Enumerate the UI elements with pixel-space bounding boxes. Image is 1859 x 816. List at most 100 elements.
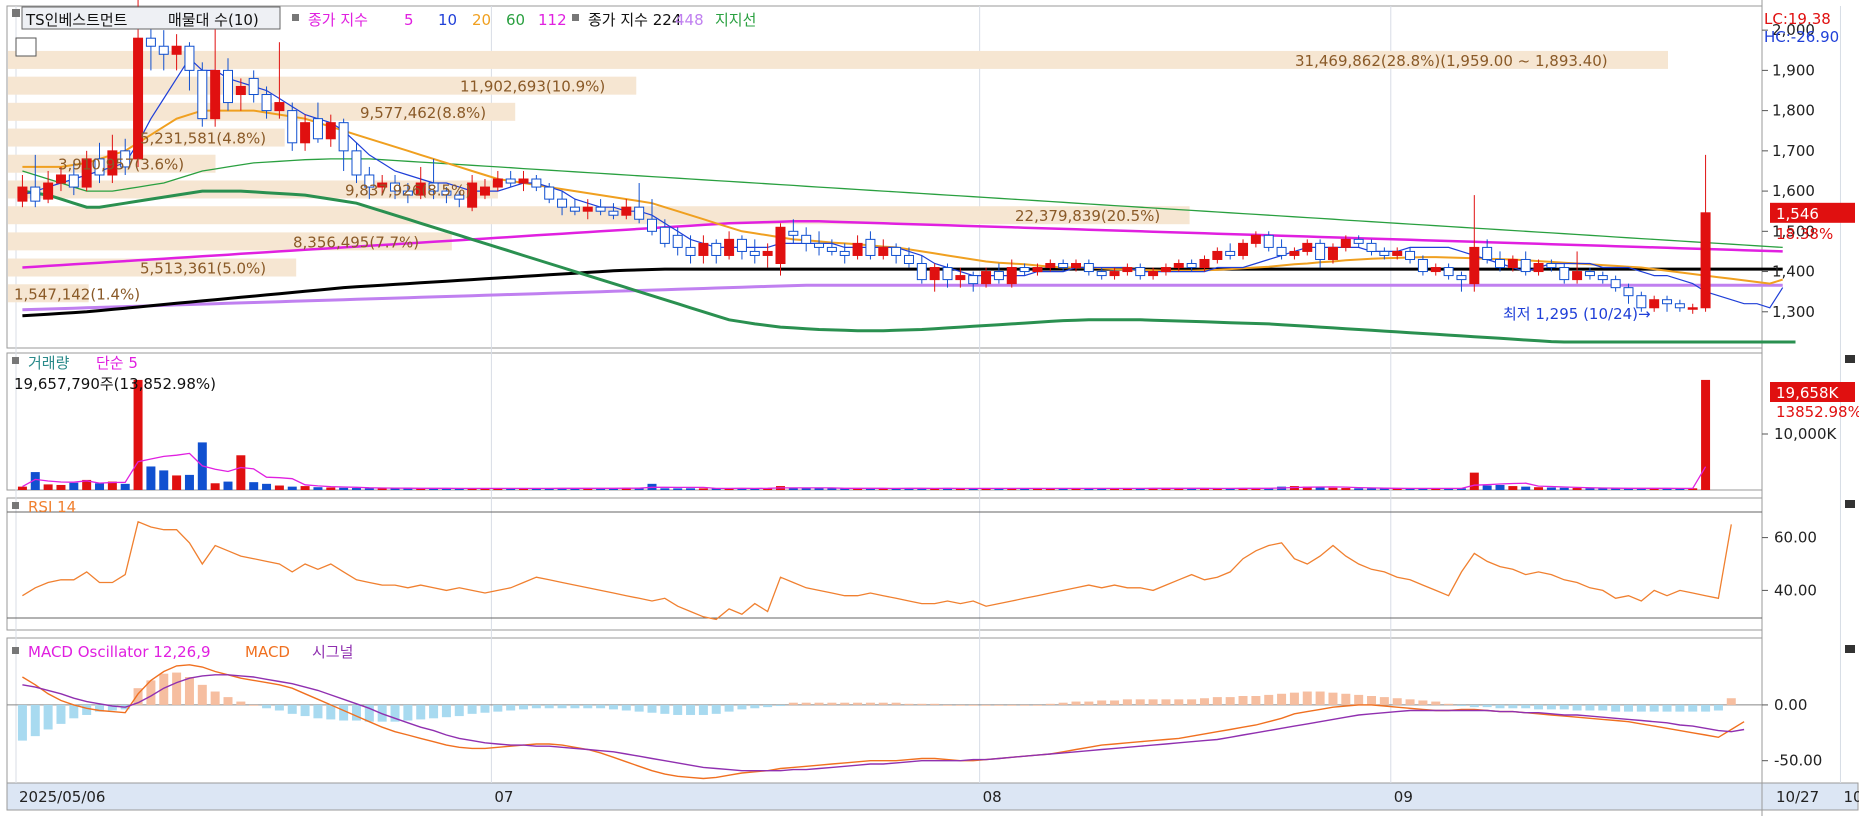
macd-osc-bar <box>1482 704 1492 708</box>
volume-bar <box>1032 488 1042 490</box>
macd-osc-bar <box>801 702 811 705</box>
volume-bar <box>159 470 169 490</box>
candle-body <box>428 182 439 192</box>
volume-bar <box>506 488 516 490</box>
panel-close-icon <box>1845 355 1855 363</box>
volume-bar <box>801 488 811 490</box>
candle-body <box>659 226 670 244</box>
volume-profile-bar <box>8 284 89 303</box>
volume-tag-value: 19,658K <box>1776 384 1839 402</box>
volume-bar <box>1007 488 1017 490</box>
price-tick-label: 2,000 <box>1772 21 1815 39</box>
candle-body <box>1096 271 1107 277</box>
price-tag-change: 18.38% <box>1776 225 1833 243</box>
price-tick-label: 1,900 <box>1772 61 1815 79</box>
volume-bar <box>1546 487 1556 490</box>
volume-bar <box>210 483 220 490</box>
macd-osc-bar <box>891 702 901 705</box>
macd-osc-bar <box>930 703 940 705</box>
macd-osc-bar <box>775 704 785 707</box>
candle-body <box>929 267 940 281</box>
candle-body <box>415 182 426 196</box>
macd-osc-bar <box>1392 698 1402 705</box>
candle-body <box>685 246 696 256</box>
candle-body <box>865 238 876 256</box>
volume-bar <box>724 488 734 490</box>
volume-bar <box>698 488 708 490</box>
volume-bar <box>172 475 182 490</box>
volume-bar <box>1431 488 1441 490</box>
volume-bar <box>1649 488 1659 490</box>
candle-body <box>1109 271 1120 277</box>
volume-bar <box>1122 488 1132 490</box>
candle-body <box>1443 267 1454 277</box>
volume-bar <box>737 488 747 490</box>
macd-osc-bar <box>364 704 374 722</box>
volume-bar <box>313 487 323 490</box>
volume-bar <box>480 488 490 490</box>
macd-osc-bar <box>326 704 336 720</box>
macd-osc-bar <box>596 704 606 709</box>
candle-body <box>133 37 144 160</box>
candle-body <box>1507 258 1518 269</box>
candle-body <box>1302 242 1313 252</box>
candle-body <box>749 250 760 256</box>
macd-osc-bar <box>403 704 413 721</box>
rsi-line <box>22 520 1732 621</box>
candle-body <box>120 150 131 168</box>
candle-body <box>223 69 233 104</box>
candle-body <box>312 118 323 140</box>
candle-body <box>1392 250 1403 256</box>
volume-bar <box>1097 488 1107 490</box>
volume-bar <box>930 488 940 490</box>
volume-bar <box>968 488 978 490</box>
macd-osc-bar <box>1045 703 1055 705</box>
macd-osc-bar <box>159 673 169 705</box>
candle-body <box>261 94 272 112</box>
candle-body <box>1417 258 1428 273</box>
macd-title: MACD Oscillator 12,26,9 <box>28 643 211 661</box>
macd-osc-bar <box>1456 704 1466 707</box>
candle-body <box>210 69 221 120</box>
ma-period-label: 10 <box>438 11 457 29</box>
macd-osc-bar <box>1354 694 1364 705</box>
candle-body <box>1045 263 1056 269</box>
grid-icon <box>15 37 37 57</box>
volume-bar <box>1662 488 1672 490</box>
macd-osc-bar <box>1379 697 1389 705</box>
ma2-extra-label: 448 <box>675 11 704 29</box>
macd-osc-bar <box>1007 704 1017 706</box>
low-annotation: 최저 1,295 (10/24)→ <box>1503 305 1651 323</box>
volume-bar <box>1611 488 1621 490</box>
macd-osc-bar <box>865 702 875 705</box>
candle-body <box>1006 267 1017 285</box>
candle-body <box>17 186 28 202</box>
macd-osc-bar <box>1701 704 1711 712</box>
volume-bar <box>95 483 105 490</box>
volume-profile-label: 9,837,926(8.5%) <box>345 181 471 199</box>
macd-osc-bar <box>416 704 426 720</box>
volume-profile-label: 5,513,361(5.0%) <box>140 260 266 278</box>
volume-bar <box>673 488 683 490</box>
volume-bar <box>1058 488 1068 490</box>
volume-bar <box>377 488 387 490</box>
macd-osc-bar <box>570 704 580 709</box>
price-tick-label: 1,700 <box>1772 142 1815 160</box>
macd-osc-bar <box>711 704 721 714</box>
volume-bar <box>994 488 1004 490</box>
volume-bar <box>557 488 567 490</box>
candle-body <box>1135 267 1146 277</box>
candle-body <box>441 190 452 196</box>
candle-body <box>1122 267 1133 273</box>
volume-bar <box>544 488 554 490</box>
volume-bar <box>133 379 143 490</box>
volume-bar <box>583 488 593 490</box>
macd-osc-bar <box>1572 704 1582 711</box>
candle-body <box>107 150 118 176</box>
candle-body <box>557 198 568 208</box>
volume-bar <box>69 482 79 490</box>
volume-bar <box>1084 488 1094 490</box>
macd-osc-bar <box>1199 698 1209 705</box>
legend-square <box>12 502 19 509</box>
candle-body <box>274 102 285 112</box>
